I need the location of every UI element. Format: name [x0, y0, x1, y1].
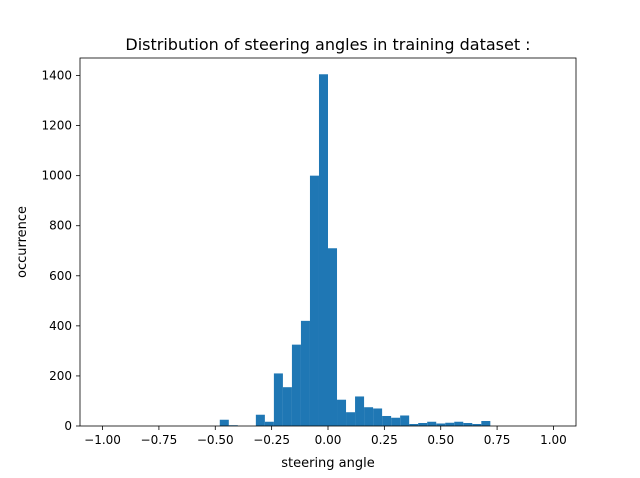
y-tick-label: 1400 — [41, 69, 72, 83]
x-axis-label: steering angle — [281, 456, 375, 471]
histogram-bar — [318, 74, 328, 427]
histogram-bar — [291, 344, 301, 426]
histogram-bar — [418, 422, 428, 426]
histogram-bar — [373, 408, 383, 426]
histogram-bar — [355, 396, 365, 426]
histogram-bar — [391, 417, 401, 426]
y-axis-label: occurrence — [15, 206, 30, 278]
x-tick-label: 1.00 — [540, 433, 567, 447]
x-tick-label: −0.25 — [253, 433, 290, 447]
histogram-bar — [382, 415, 392, 426]
histogram-bar — [364, 407, 374, 426]
histogram-bar — [264, 421, 274, 426]
histogram-bar — [282, 387, 292, 426]
histogram-bar — [436, 423, 446, 426]
histogram-bar — [219, 419, 229, 426]
histogram-bar — [409, 423, 419, 426]
histogram-bar — [400, 415, 410, 426]
histogram-bar — [454, 421, 464, 426]
histogram-bar — [300, 320, 310, 426]
x-tick-label: 0.25 — [371, 433, 398, 447]
y-tick-label: 200 — [49, 369, 72, 383]
x-tick-label: 0.00 — [315, 433, 342, 447]
x-tick-label: −0.75 — [141, 433, 178, 447]
histogram-bar — [481, 420, 491, 426]
chart-title: Distribution of steering angles in train… — [125, 35, 530, 54]
histogram-bar — [328, 248, 338, 426]
y-tick-label: 1200 — [41, 119, 72, 133]
histogram-bar — [273, 373, 283, 426]
histogram-bar — [337, 399, 347, 426]
x-tick-label: 0.50 — [427, 433, 454, 447]
histogram-bars — [219, 74, 491, 427]
histogram-bar — [472, 423, 482, 426]
histogram-bar — [346, 412, 356, 426]
y-tick-label: 400 — [49, 319, 72, 333]
x-tick-label: 0.75 — [484, 433, 511, 447]
histogram-bar — [309, 175, 319, 426]
y-tick-label: 600 — [49, 269, 72, 283]
x-tick-label: −1.00 — [84, 433, 121, 447]
x-tick-label: −0.50 — [197, 433, 234, 447]
y-tick-label: 800 — [49, 219, 72, 233]
histogram-bar — [255, 414, 265, 426]
histogram-bar — [463, 422, 473, 426]
y-tick-label: 1000 — [41, 169, 72, 183]
histogram-bar — [427, 421, 437, 426]
y-tick-label: 0 — [64, 419, 72, 433]
y-axis-ticks: 0 200 400 600 800 1000 1200 1400 — [41, 69, 80, 433]
x-axis-ticks: −1.00 −0.75 −0.50 −0.25 0.00 0.25 0.50 0.75 1.00 — [84, 426, 567, 447]
histogram-bar — [445, 422, 455, 426]
